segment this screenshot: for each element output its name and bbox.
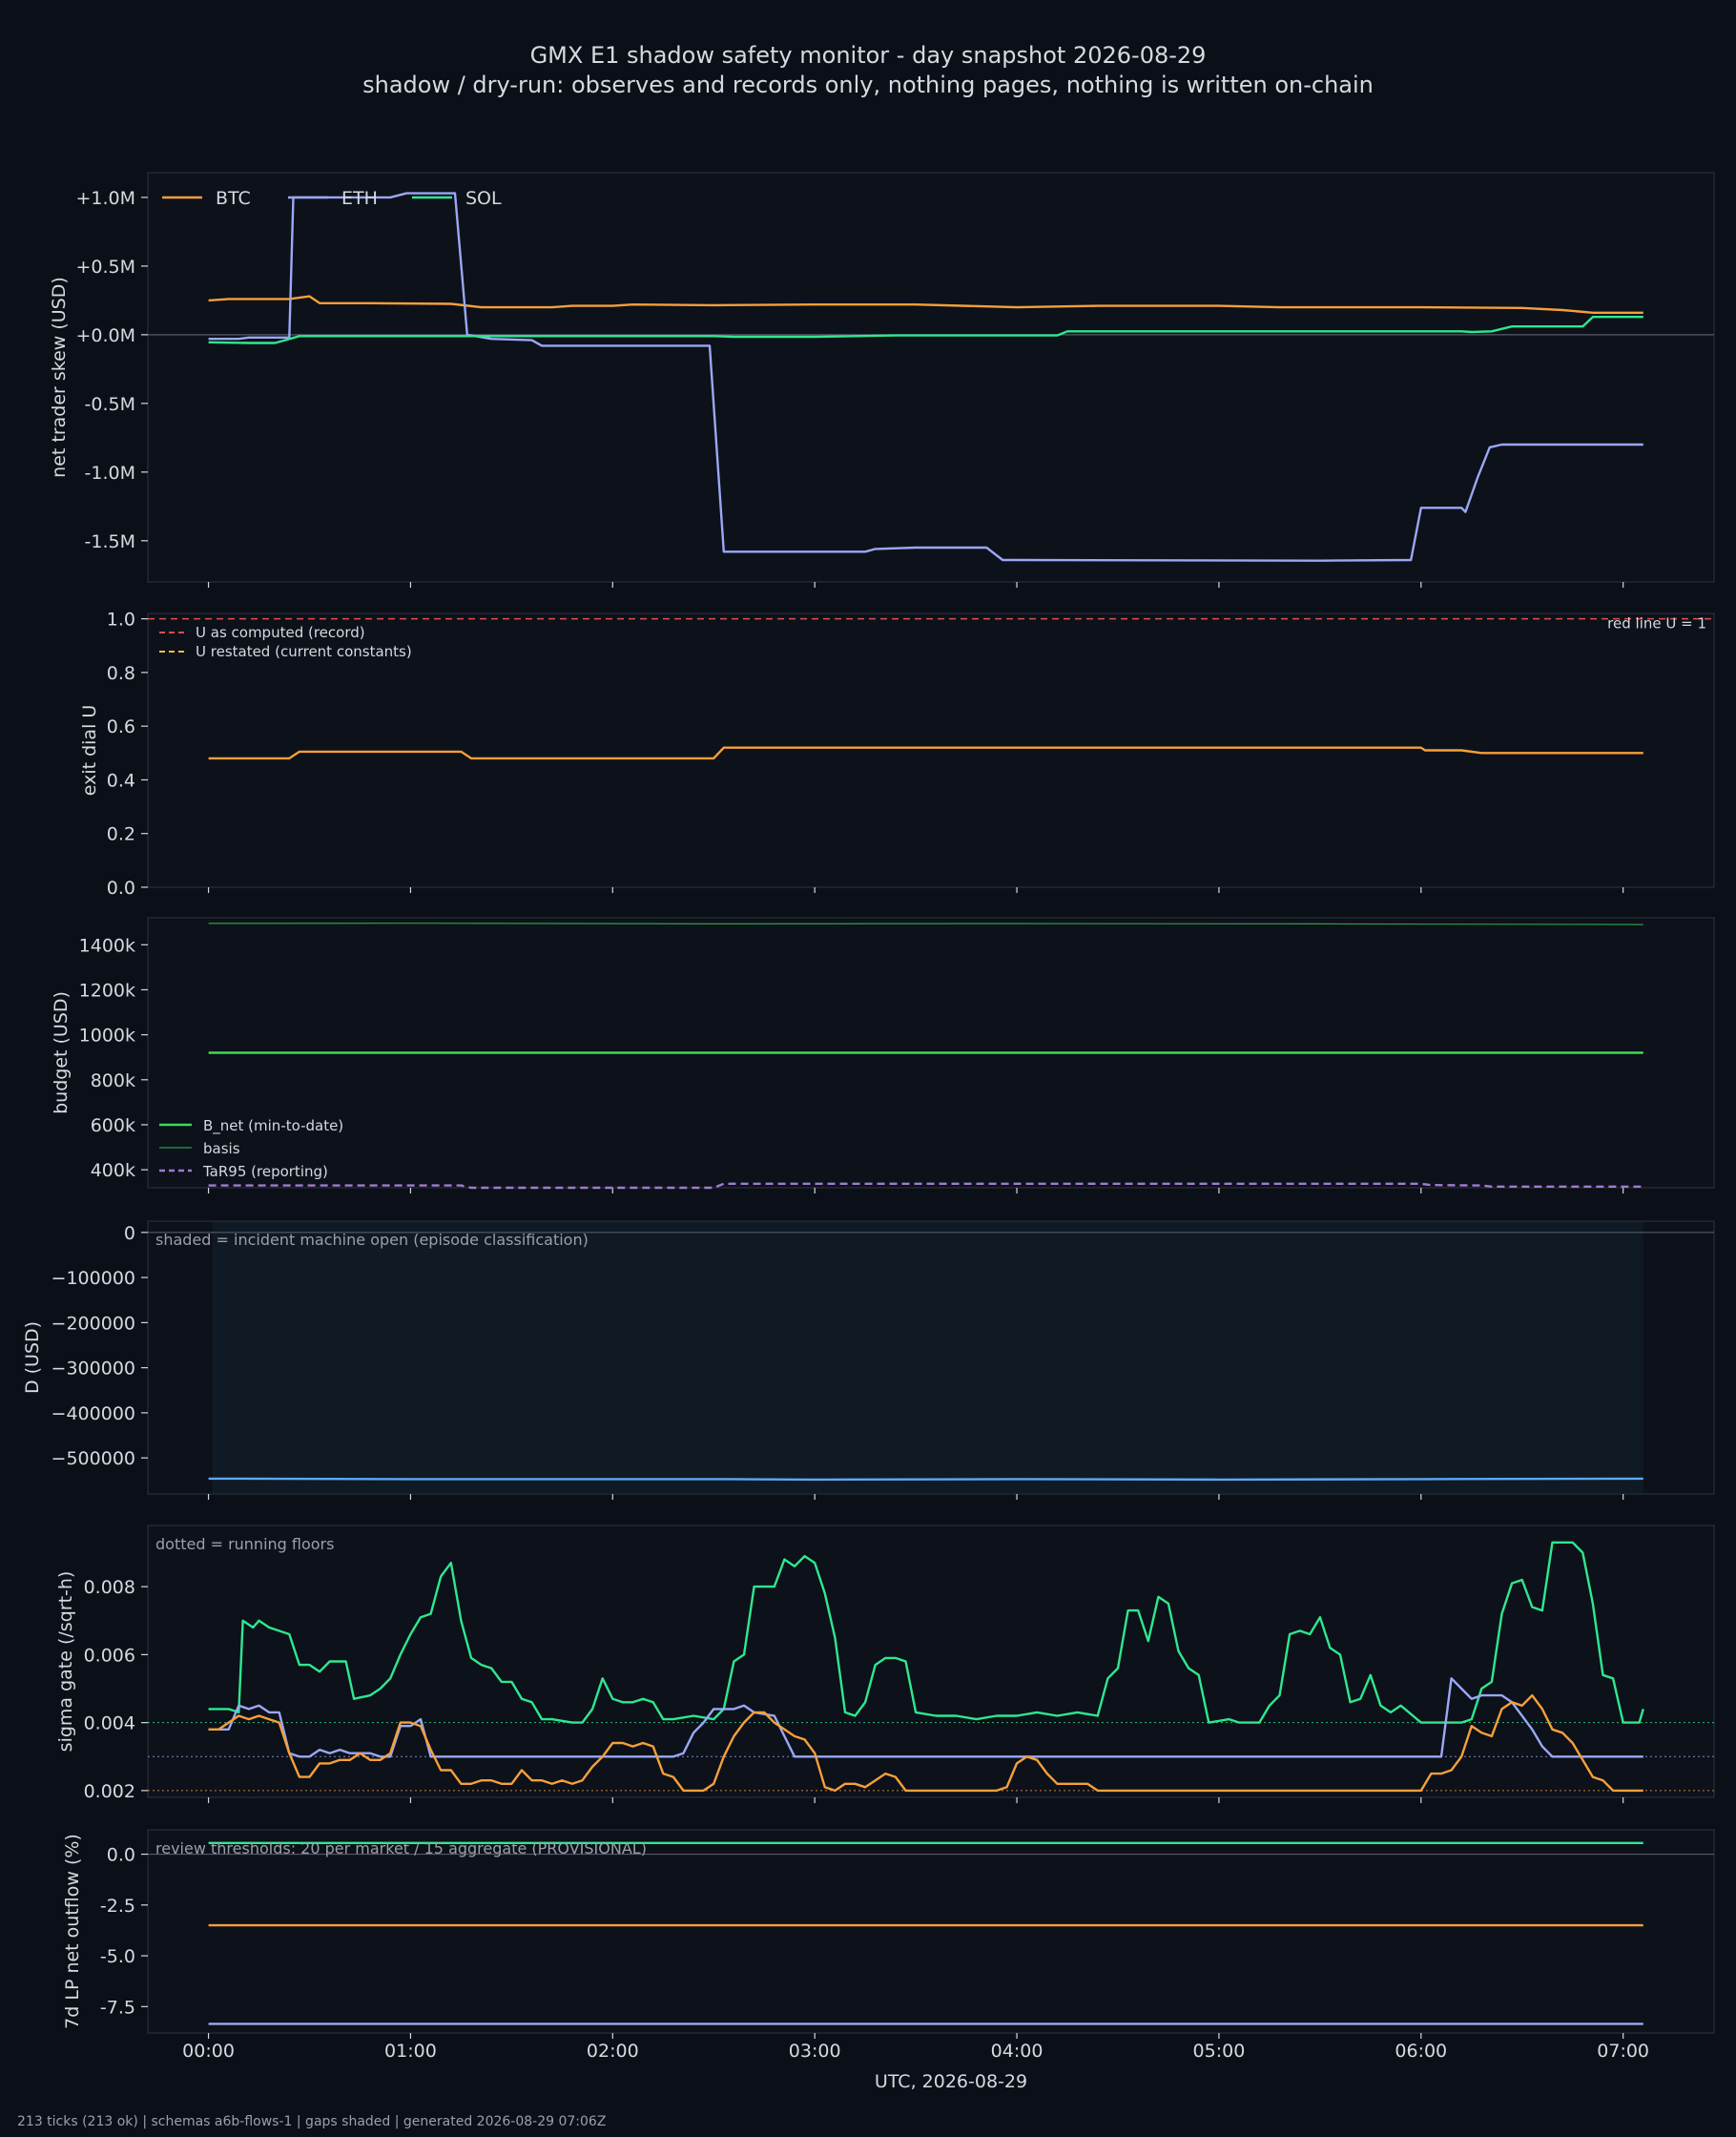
y-tick-label: −500000 (52, 1448, 135, 1469)
axes-frame (147, 172, 1715, 583)
y-axis-label: net trader skew (USD) (49, 277, 70, 478)
series-line-sol (208, 316, 1643, 344)
legend-label: B_net (min-to-date) (203, 1117, 343, 1135)
series-line-eth (208, 1677, 1643, 1758)
y-tick-label: 0.6 (107, 716, 135, 737)
y-tick-label: 1.0 (107, 610, 135, 631)
series-line-basis (208, 923, 1643, 925)
y-tick-label: +0.0M (75, 325, 135, 346)
y-tick-label: 0.2 (107, 824, 135, 845)
y-axis-label: 7d LP net outflow (%) (62, 1834, 83, 2029)
panel-3: 1400k 1200k 1000k 800k 600k 400k budget (USD) B… (51, 917, 1715, 1193)
panel-5: 0.008 0.006 0.004 0.002 sigma gate (/sqrt-h)… (55, 1525, 1715, 1803)
legend-label: BTC (216, 188, 251, 209)
incident-shade (212, 1222, 1643, 1493)
y-tick-label: −300000 (52, 1359, 135, 1380)
panel-annotation: dotted = running floors (155, 1535, 334, 1553)
y-axis-label: exit dial U (79, 705, 100, 797)
y-tick-label: -1.0M (85, 463, 135, 484)
series-line-d (208, 1477, 1643, 1482)
x-tick-label: 05:00 (1193, 2041, 1246, 2062)
panel-annotation: review thresholds: 20 per market / 15 ag… (155, 1839, 647, 1857)
y-tick-label: −200000 (52, 1313, 135, 1334)
x-axis-label: UTC, 2026-08-29 (875, 2071, 1027, 2092)
y-tick-label: +0.5M (75, 257, 135, 278)
x-tick-label: 01:00 (384, 2041, 437, 2062)
panel-annotation: shaded = incident machine open (episode … (155, 1231, 589, 1249)
x-tick-label: 07:00 (1597, 2041, 1649, 2062)
series-line-tar95-reporting- (208, 1182, 1643, 1190)
y-tick-label: 0 (124, 1223, 135, 1244)
panels: +1.0M +0.5M +0.0M -0.5M -1.0M -1.5M net trader… (22, 172, 1715, 2062)
red-line-annotation: red line U = 1 (1607, 615, 1706, 633)
x-tick-label: 00:00 (182, 2041, 235, 2062)
y-tick-label: 0.004 (84, 1713, 135, 1734)
y-tick-label: 600k (91, 1115, 135, 1136)
chart-subtitle: shadow / dry-run: observes and records o… (362, 72, 1374, 98)
axes-frame (147, 1525, 1715, 1798)
y-tick-label: -1.5M (85, 531, 135, 552)
legend-label: TaR95 (reporting) (202, 1163, 328, 1180)
y-tick-label: 400k (91, 1160, 135, 1181)
series-line-u-as-computed-record- (208, 746, 1643, 760)
y-tick-label: 1200k (79, 980, 135, 1001)
legend-label: U restated (current constants) (196, 643, 412, 660)
y-tick-label: 0.002 (84, 1781, 135, 1802)
y-tick-label: +1.0M (75, 188, 135, 209)
y-tick-label: 0.4 (107, 770, 135, 791)
y-tick-label: -2.5 (100, 1896, 135, 1917)
y-tick-label: 0.008 (84, 1577, 135, 1598)
y-tick-label: 0.0 (107, 1845, 135, 1866)
y-axis-label: budget (USD) (51, 991, 72, 1114)
legend-label: U as computed (record) (196, 624, 365, 641)
x-tick-label: 06:00 (1395, 2041, 1447, 2062)
legend-label: ETH (341, 188, 378, 209)
y-tick-label: −100000 (52, 1268, 135, 1289)
panel-6: 0.0 -2.5 -5.0 -7.5 7d LP net outflow (%) revi… (62, 1829, 1715, 2039)
legend-label: basis (203, 1140, 240, 1157)
x-tick-label: 02:00 (587, 2041, 639, 2062)
y-tick-label: 1000k (79, 1026, 135, 1047)
y-tick-label: -0.5M (85, 394, 135, 415)
y-tick-label: −400000 (52, 1403, 135, 1424)
series-line-btc (208, 295, 1643, 314)
y-tick-label: 0.0 (107, 878, 135, 899)
y-axis-label: sigma gate (/sqrt-h) (55, 1571, 76, 1753)
series-line-eth (208, 192, 1643, 562)
y-tick-label: 1400k (79, 935, 135, 956)
y-axis-label: D (USD) (22, 1321, 43, 1394)
axes-frame (147, 1829, 1715, 2034)
panel-2: red line U = 1 1.0 0.8 0.6 0.4 0.2 0.0 exit dia… (79, 610, 1715, 899)
chart-title: GMX E1 shadow safety monitor - day snaps… (530, 42, 1207, 69)
y-tick-label: 0.006 (84, 1645, 135, 1666)
legend-label: SOL (465, 188, 502, 209)
panel-1: +1.0M +0.5M +0.0M -0.5M -1.0M -1.5M net trader… (49, 172, 1715, 588)
y-tick-label: 800k (91, 1070, 135, 1091)
x-tick-label: 04:00 (991, 2041, 1044, 2062)
y-tick-label: -7.5 (100, 1997, 135, 2018)
y-tick-label: -5.0 (100, 1946, 135, 1967)
series-line-btc (208, 1693, 1643, 1793)
panel-4: 0 −100000 −200000 −300000 −400000 −500000 D (U… (22, 1220, 1715, 1500)
footer-status: 213 ticks (213 ok) | schemas a6b-flows-1… (17, 2114, 606, 2129)
series-line-sol (208, 1541, 1644, 1724)
y-tick-label: 0.8 (107, 663, 135, 684)
x-tick-label: 03:00 (789, 2041, 841, 2062)
